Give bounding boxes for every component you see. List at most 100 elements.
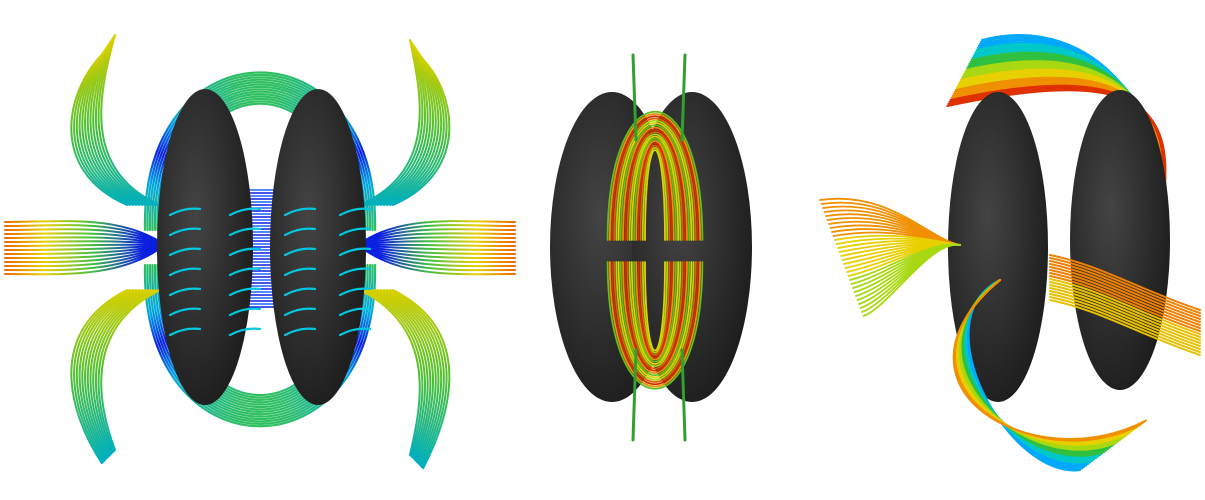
corner-streamline: [371, 46, 432, 206]
outflow-streamline: [1049, 263, 1201, 320]
corner-streamline: [392, 58, 451, 206]
stub-streamline: [228, 327, 262, 337]
arch-streamline: [611, 261, 699, 385]
side-jet-streamline: [357, 228, 516, 246]
side-jet-streamline: [4, 232, 166, 246]
stub-streamline: [283, 267, 317, 277]
bottom-loop-streamline: [151, 263, 369, 421]
stub-streamline: [168, 287, 202, 297]
corner-streamline: [377, 49, 437, 206]
corner-streamline: [94, 289, 155, 454]
stub-streamline: [283, 207, 317, 217]
side-jet-streamline: [357, 244, 516, 264]
outflow-streamline: [1049, 290, 1201, 347]
side-jet-streamline: [4, 244, 166, 264]
side-jet-streamline: [4, 244, 166, 260]
bottom-loop-streamline: [148, 263, 372, 423]
left-panel-front-view: [0, 0, 520, 500]
corner-streamline: [380, 289, 440, 465]
arch-streamline: [608, 113, 702, 241]
corner-streamline: [84, 289, 143, 459]
corner-fan-streamlines: [70, 34, 451, 470]
arch-streamline: [628, 133, 682, 241]
swirl-streamline: [952, 279, 1147, 440]
stub-streamline: [338, 227, 372, 237]
arch-streamline: [617, 261, 693, 379]
side-jet-streamline: [357, 244, 516, 268]
arch-streamline: [639, 261, 671, 356]
inflow-streamline: [862, 244, 961, 317]
corner-streamline: [374, 48, 434, 206]
corner-streamline: [386, 289, 445, 467]
outflow-streamline: [1049, 281, 1201, 338]
side-jet-streamline: [4, 244, 166, 268]
corner-streamline: [359, 289, 421, 456]
arch-streamline: [633, 261, 677, 363]
corner-streamline: [78, 48, 137, 206]
outflow-streamline: [1049, 257, 1201, 314]
arch-streamline: [619, 124, 691, 241]
side-jet-streamline: [4, 243, 166, 247]
middle-panel-side-view: [540, 0, 780, 500]
right-streamline-figure: [819, 34, 1201, 472]
outflow-streamline: [1049, 275, 1201, 332]
outflow-streamline: [1049, 266, 1201, 323]
side-jet-streamline: [357, 244, 516, 260]
left-streamline-figure: [4, 34, 516, 470]
outflow-streamline: [1049, 284, 1201, 341]
corner-streamline: [359, 39, 421, 206]
side-jet-streamline: [4, 236, 166, 246]
corner-streamline: [70, 289, 128, 465]
corner-streamline: [94, 37, 155, 206]
stub-streamline: [338, 307, 372, 317]
corner-streamline: [380, 51, 440, 206]
corner-streamline: [78, 289, 137, 461]
side-jet-streamline: [357, 232, 516, 246]
arch-streamline: [644, 261, 666, 352]
stub-streamline: [338, 267, 372, 277]
corner-streamline: [365, 42, 426, 206]
arch-streamline: [624, 129, 686, 241]
bottom-loop-streamline: [143, 263, 377, 428]
corner-streamline: [81, 46, 140, 206]
side-jet-streamline: [357, 236, 516, 246]
stub-streamline: [338, 247, 372, 257]
corner-streamline: [89, 41, 149, 206]
left-ellipsoid-body: [157, 89, 253, 405]
stub-streamline: [283, 247, 317, 257]
corner-streamline: [362, 289, 424, 458]
corner-streamline: [84, 44, 143, 206]
corner-streamline: [86, 289, 146, 457]
arch-streamline: [611, 115, 699, 241]
stub-streamline: [283, 307, 317, 317]
stub-streamline: [283, 287, 317, 297]
arch-streamline: [626, 261, 684, 370]
side-jet-streamline: [4, 228, 166, 246]
stub-streamline: [168, 267, 202, 277]
corner-streamline: [368, 44, 429, 206]
arch-streamline: [630, 135, 680, 241]
corner-streamline: [392, 289, 451, 470]
outflow-streamline: [1049, 293, 1201, 350]
side-jet-streamline: [357, 220, 516, 246]
stub-streamline: [168, 307, 202, 317]
stub-streamline: [228, 267, 262, 277]
stub-streamline: [228, 207, 262, 217]
arch-streamline: [644, 149, 666, 241]
side-jet-streamline: [357, 224, 516, 246]
short-stub-streamlines: [168, 207, 372, 337]
edge-streamline: [631, 348, 638, 442]
middle-arch-streamlines: [606, 53, 704, 442]
side-jet-streamline: [357, 240, 516, 246]
arch-streamline: [606, 261, 704, 390]
corner-streamline: [368, 289, 429, 460]
stub-streamline: [283, 327, 317, 337]
arch-streamline: [628, 261, 682, 367]
corner-streamline: [81, 289, 140, 460]
stub-streamline: [168, 327, 202, 337]
side-jet-streamline: [4, 240, 166, 246]
arch-streamline: [637, 142, 673, 241]
stub-streamline: [168, 227, 202, 237]
corner-streamline: [365, 289, 426, 459]
outflow-streamline: [1049, 299, 1201, 356]
